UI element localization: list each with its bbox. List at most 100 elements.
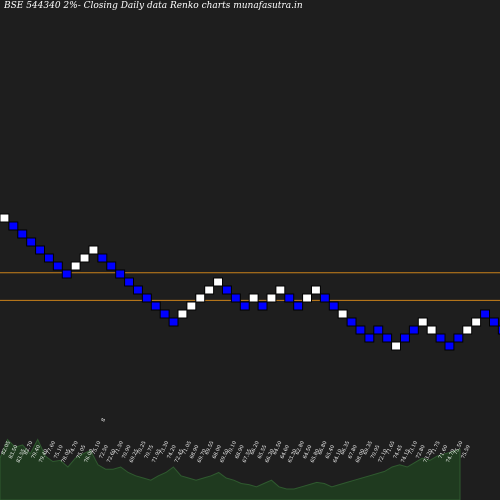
- renko-brick-up: [88, 245, 99, 255]
- renko-brick-down: [124, 277, 134, 287]
- renko-brick-up: [311, 285, 321, 295]
- price-label: 66.20: [249, 440, 260, 456]
- price-label: 69.50: [219, 448, 230, 464]
- price-label: 75.50: [453, 440, 464, 456]
- renko-brick-down: [480, 309, 491, 319]
- price-label: 75.10: [91, 440, 102, 456]
- price-label: 75.05: [76, 444, 87, 460]
- renko-brick-down: [230, 293, 241, 303]
- price-label: 62.80: [294, 440, 305, 456]
- renko-brick-down: [17, 229, 28, 239]
- chart-title: BSE 544340 2%- Closing Daily data Renko …: [4, 1, 303, 11]
- renko-brick-down: [408, 325, 419, 335]
- price-label: 74.70: [68, 440, 79, 456]
- renko-brick-up: [302, 293, 313, 303]
- renko-brick-down: [293, 301, 304, 311]
- price-label: 64.50: [272, 440, 283, 456]
- renko-brick-down: [133, 285, 143, 295]
- renko-brick-up: [70, 261, 81, 271]
- price-label: 69.70: [196, 448, 207, 464]
- renko-brick-up: [79, 253, 90, 263]
- renko-brick-up: [204, 285, 215, 295]
- renko-brick-up: [213, 277, 224, 287]
- price-label: 75.10: [53, 444, 64, 460]
- price-label: 74.79: [445, 448, 456, 464]
- renko-brick-down: [355, 325, 366, 335]
- volume-area-layer: [0, 438, 461, 500]
- price-label: 65.80: [310, 448, 321, 464]
- renko-brick-down: [222, 285, 232, 295]
- renko-brick-down: [35, 245, 45, 255]
- price-labels-layer: 82.0583.5083.5582.7079.4079.4077.6075.10…: [0, 417, 471, 463]
- renko-brick-down: [373, 325, 384, 335]
- renko-brick-down: [346, 317, 357, 327]
- price-label: 78.05: [61, 448, 72, 464]
- price-label: 74.15: [400, 448, 411, 464]
- price-label: 74.20: [166, 444, 177, 460]
- price-label: 64.10: [332, 448, 343, 464]
- renko-brick-up: [186, 301, 197, 311]
- price-label: 74.45: [392, 444, 403, 460]
- renko-brick-down: [61, 269, 72, 279]
- price-label: 71.05: [181, 440, 192, 456]
- renko-brick-up: [426, 325, 437, 335]
- price-label: 68.90: [189, 444, 200, 460]
- price-label: 83.50: [8, 444, 19, 460]
- price-label: 69.55: [204, 440, 215, 456]
- price-label: 64.50: [302, 444, 313, 460]
- price-label: 66.30: [264, 448, 275, 464]
- volume-area: [0, 438, 461, 500]
- renko-brick-down: [328, 301, 339, 311]
- stray-label: 8: [100, 417, 107, 422]
- price-label: 76.00: [83, 448, 94, 464]
- renko-brick-down: [52, 261, 63, 271]
- price-label: 70.90: [121, 444, 132, 460]
- renko-brick-up: [462, 325, 473, 335]
- price-label: 68.90: [234, 444, 245, 460]
- price-label: 73.30: [159, 440, 170, 456]
- price-label: 72.50: [98, 444, 109, 460]
- price-label: 71.60: [438, 444, 449, 460]
- renko-brick-down: [168, 317, 179, 327]
- price-label: 70.25: [136, 440, 147, 456]
- price-label: 79.40: [38, 448, 49, 464]
- renko-brick-down: [435, 333, 446, 343]
- renko-brick-down: [141, 293, 152, 303]
- renko-brick-up: [391, 341, 402, 351]
- renko-bricks-layer: [0, 213, 500, 351]
- price-label: 83.55: [15, 448, 26, 464]
- price-label: 70.95: [370, 444, 381, 460]
- price-label: 65.40: [325, 444, 336, 460]
- renko-brick-down: [453, 333, 464, 343]
- price-label: 69.35: [362, 440, 373, 456]
- price-label: 63.30: [287, 448, 298, 464]
- price-label: 64.60: [279, 444, 290, 460]
- renko-brick-down: [115, 269, 126, 279]
- renko-brick-up: [337, 309, 348, 319]
- renko-brick-down: [497, 325, 500, 335]
- renko-brick-down: [284, 293, 295, 303]
- price-label: 82.70: [23, 440, 34, 456]
- price-label: 72.80: [415, 444, 426, 460]
- renko-brick-up: [275, 285, 286, 295]
- renko-brick-down: [364, 333, 375, 343]
- price-label: 66.35: [340, 440, 351, 456]
- price-label: 68.00: [355, 448, 366, 464]
- renko-brick-down: [444, 341, 455, 351]
- renko-brick-down: [97, 253, 108, 263]
- price-label: 79.40: [31, 444, 42, 460]
- price-label: 75.59: [460, 444, 471, 460]
- renko-brick-down: [319, 293, 330, 303]
- renko-brick-up: [177, 309, 188, 319]
- renko-brick-down: [106, 261, 117, 271]
- price-label: 73.20: [423, 448, 434, 464]
- renko-brick-up: [0, 213, 10, 223]
- price-label: 71.65: [385, 440, 396, 456]
- price-label: 67.80: [347, 444, 358, 460]
- price-label: 71.50: [113, 440, 124, 456]
- renko-brick-up: [195, 293, 206, 303]
- price-label: 73.10: [408, 440, 419, 456]
- renko-brick-down: [257, 301, 268, 311]
- price-label: 71.75: [430, 440, 441, 456]
- renko-brick-down: [239, 301, 250, 311]
